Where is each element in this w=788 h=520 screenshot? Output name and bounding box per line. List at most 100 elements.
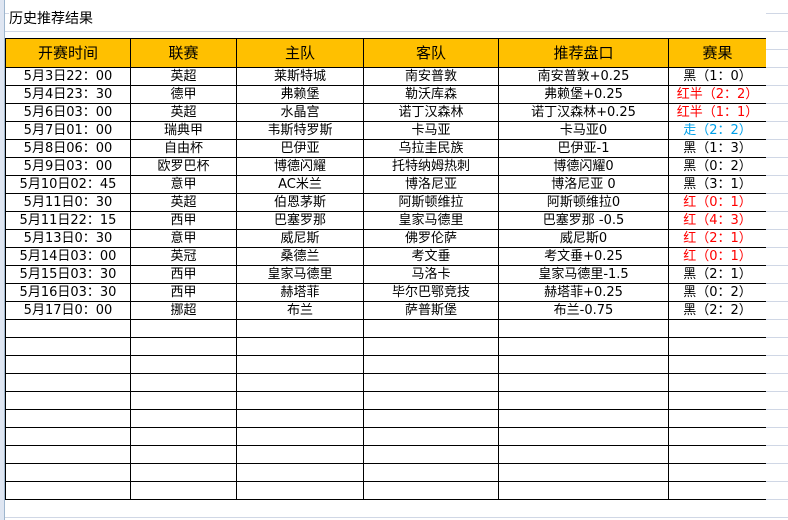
league-cell[interactable]: 挪超: [130, 301, 237, 320]
result-cell[interactable]: 黑（1：0）: [668, 67, 767, 86]
empty-cell[interactable]: [363, 337, 499, 356]
empty-cell[interactable]: [236, 427, 364, 446]
home-cell[interactable]: 莱斯特城: [236, 67, 364, 86]
empty-cell[interactable]: [5, 319, 131, 338]
home-cell[interactable]: 桑德兰: [236, 247, 364, 266]
league-cell[interactable]: 瑞典甲: [130, 121, 237, 140]
column-header[interactable]: 推荐盘口: [498, 38, 669, 68]
kickoff-cell[interactable]: 5月7日01：00: [5, 121, 131, 140]
home-cell[interactable]: 威尼斯: [236, 229, 364, 248]
pick-cell[interactable]: 诺丁汉森林+0.25: [498, 103, 669, 122]
kickoff-cell[interactable]: 5月8日06：00: [5, 139, 131, 158]
kickoff-cell[interactable]: 5月11日0：30: [5, 193, 131, 212]
result-cell[interactable]: 黑（0：2）: [668, 157, 767, 176]
away-cell[interactable]: 诺丁汉森林: [363, 103, 499, 122]
league-cell[interactable]: 英冠: [130, 247, 237, 266]
empty-cell[interactable]: [5, 373, 131, 392]
pick-cell[interactable]: 弗赖堡+0.25: [498, 85, 669, 104]
empty-cell[interactable]: [498, 427, 669, 446]
pick-cell[interactable]: 赫塔菲+0.25: [498, 283, 669, 302]
empty-cell[interactable]: [236, 463, 364, 482]
pick-cell[interactable]: 南安普敦+0.25: [498, 67, 669, 86]
away-cell[interactable]: 马洛卡: [363, 265, 499, 284]
league-cell[interactable]: 欧罗巴杯: [130, 157, 237, 176]
empty-cell[interactable]: [130, 409, 237, 428]
result-cell[interactable]: 黑（2：1）: [668, 265, 767, 284]
empty-cell[interactable]: [668, 373, 767, 392]
pick-cell[interactable]: 博洛尼亚 0: [498, 175, 669, 194]
empty-cell[interactable]: [668, 445, 767, 464]
empty-cell[interactable]: [130, 319, 237, 338]
column-header[interactable]: 开赛时间: [5, 38, 131, 68]
empty-cell[interactable]: [5, 337, 131, 356]
home-cell[interactable]: 水晶宫: [236, 103, 364, 122]
pick-cell[interactable]: 考文垂+0.25: [498, 247, 669, 266]
away-cell[interactable]: 卡马亚: [363, 121, 499, 140]
away-cell[interactable]: 勒沃库森: [363, 85, 499, 104]
kickoff-cell[interactable]: 5月11日22：15: [5, 211, 131, 230]
result-cell[interactable]: 黑（1：3）: [668, 139, 767, 158]
result-cell[interactable]: 红（2：1）: [668, 229, 767, 248]
home-cell[interactable]: 弗赖堡: [236, 85, 364, 104]
kickoff-cell[interactable]: 5月6日03：00: [5, 103, 131, 122]
away-cell[interactable]: 皇家马德里: [363, 211, 499, 230]
pick-cell[interactable]: 卡马亚0: [498, 121, 669, 140]
empty-cell[interactable]: [130, 481, 237, 500]
home-cell[interactable]: 韦斯特罗斯: [236, 121, 364, 140]
empty-cell[interactable]: [668, 463, 767, 482]
empty-cell[interactable]: [498, 409, 669, 428]
result-cell[interactable]: 黑（0：2）: [668, 283, 767, 302]
away-cell[interactable]: 考文垂: [363, 247, 499, 266]
kickoff-cell[interactable]: 5月15日03：30: [5, 265, 131, 284]
away-cell[interactable]: 毕尔巴鄂竞技: [363, 283, 499, 302]
empty-cell[interactable]: [363, 373, 499, 392]
kickoff-cell[interactable]: 5月9日03：00: [5, 157, 131, 176]
pick-cell[interactable]: 威尼斯0: [498, 229, 669, 248]
home-cell[interactable]: 博德闪耀: [236, 157, 364, 176]
home-cell[interactable]: 伯恩茅斯: [236, 193, 364, 212]
empty-cell[interactable]: [130, 391, 237, 410]
empty-cell[interactable]: [363, 427, 499, 446]
empty-cell[interactable]: [5, 409, 131, 428]
result-cell[interactable]: 红（4：3）: [668, 211, 767, 230]
column-header[interactable]: 联赛: [130, 38, 237, 68]
home-cell[interactable]: 赫塔菲: [236, 283, 364, 302]
empty-cell[interactable]: [130, 427, 237, 446]
empty-cell[interactable]: [236, 373, 364, 392]
empty-cell[interactable]: [363, 409, 499, 428]
league-cell[interactable]: 自由杯: [130, 139, 237, 158]
empty-cell[interactable]: [5, 463, 131, 482]
result-cell[interactable]: 红半（1：1）: [668, 103, 767, 122]
pick-cell[interactable]: 布兰-0.75: [498, 301, 669, 320]
empty-cell[interactable]: [363, 445, 499, 464]
league-cell[interactable]: 西甲: [130, 265, 237, 284]
pick-cell[interactable]: 皇家马德里-1.5: [498, 265, 669, 284]
home-cell[interactable]: 布兰: [236, 301, 364, 320]
empty-cell[interactable]: [5, 427, 131, 446]
empty-cell[interactable]: [668, 337, 767, 356]
pick-cell[interactable]: 巴伊亚-1: [498, 139, 669, 158]
away-cell[interactable]: 博洛尼亚: [363, 175, 499, 194]
empty-cell[interactable]: [363, 319, 499, 338]
away-cell[interactable]: 阿斯顿维拉: [363, 193, 499, 212]
league-cell[interactable]: 意甲: [130, 175, 237, 194]
empty-cell[interactable]: [130, 445, 237, 464]
league-cell[interactable]: 意甲: [130, 229, 237, 248]
empty-cell[interactable]: [668, 319, 767, 338]
kickoff-cell[interactable]: 5月4日23：30: [5, 85, 131, 104]
pick-cell[interactable]: 巴塞罗那 -0.5: [498, 211, 669, 230]
home-cell[interactable]: AC米兰: [236, 175, 364, 194]
empty-cell[interactable]: [236, 319, 364, 338]
empty-cell[interactable]: [668, 409, 767, 428]
empty-cell[interactable]: [5, 391, 131, 410]
empty-cell[interactable]: [668, 481, 767, 500]
empty-cell[interactable]: [498, 355, 669, 374]
empty-cell[interactable]: [5, 355, 131, 374]
empty-cell[interactable]: [498, 373, 669, 392]
pick-cell[interactable]: 博德闪耀0: [498, 157, 669, 176]
empty-cell[interactable]: [363, 355, 499, 374]
empty-cell[interactable]: [498, 445, 669, 464]
empty-cell[interactable]: [236, 355, 364, 374]
kickoff-cell[interactable]: 5月3日22：00: [5, 67, 131, 86]
empty-cell[interactable]: [498, 463, 669, 482]
